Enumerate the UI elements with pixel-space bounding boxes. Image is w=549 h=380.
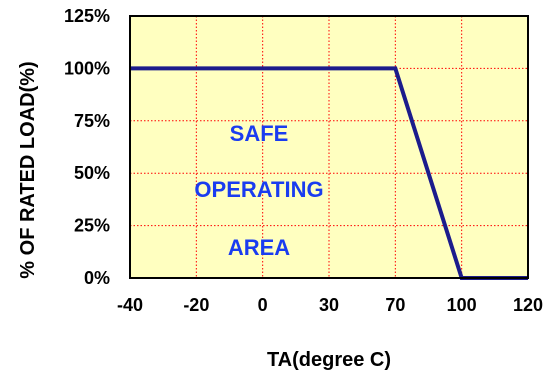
gridlines	[130, 16, 528, 278]
y-tick-label: 0%	[84, 268, 110, 288]
x-tick-label: -40	[117, 295, 143, 315]
y-tick-label: 125%	[64, 6, 110, 26]
y-tick-label: 75%	[74, 111, 110, 131]
annotation-label: AREA	[228, 235, 290, 260]
y-tick-label: 100%	[64, 58, 110, 78]
x-tick-label: 30	[319, 295, 339, 315]
y-tick-labels: 0% 25% 50% 75% 100% 125%	[64, 6, 110, 288]
x-axis-title: TA(degree C)	[267, 349, 391, 371]
x-tick-label: -20	[183, 295, 209, 315]
y-tick-label: 25%	[74, 216, 110, 236]
x-tick-label: 70	[385, 295, 405, 315]
y-axis-title: % OF RATED LOAD(%)	[17, 61, 39, 278]
annotation-label: OPERATING	[194, 177, 323, 202]
y-tick-label: 50%	[74, 163, 110, 183]
plot-border	[129, 15, 529, 279]
annotation-label: SAFE	[230, 121, 289, 146]
x-tick-labels: -40 -20 0 30 70 100 120	[117, 295, 543, 315]
x-tick-label: 100	[447, 295, 477, 315]
x-tick-label: 120	[513, 295, 543, 315]
annotations: SAFE OPERATING AREA	[194, 121, 323, 260]
x-tick-label: 0	[258, 295, 268, 315]
